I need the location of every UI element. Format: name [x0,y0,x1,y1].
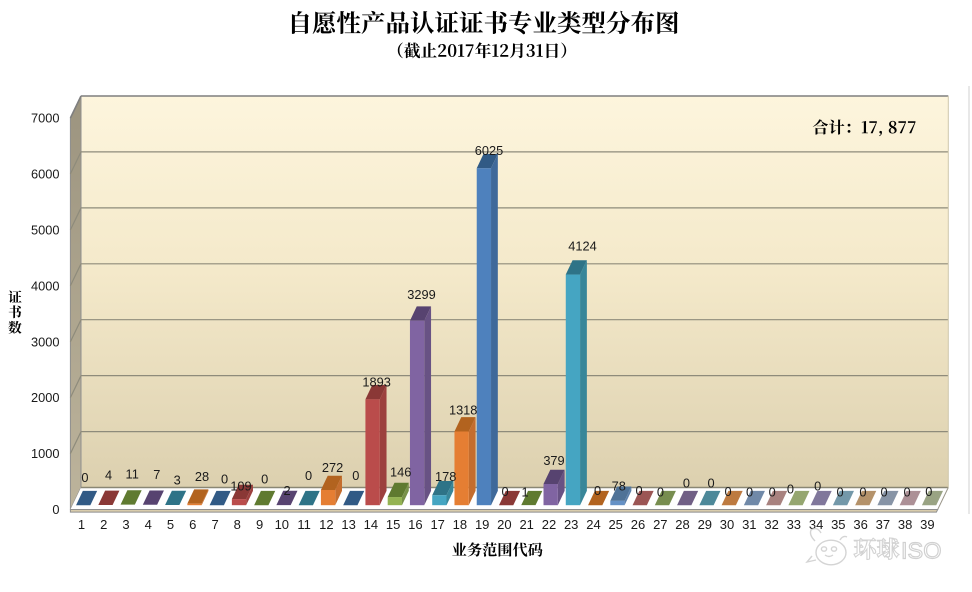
svg-text:28: 28 [675,517,689,532]
svg-text:379: 379 [543,453,564,468]
svg-text:1318: 1318 [449,403,477,418]
svg-text:14: 14 [364,517,378,532]
svg-text:0: 0 [836,485,843,500]
svg-text:35: 35 [831,517,845,532]
svg-text:178: 178 [435,469,456,484]
svg-text:272: 272 [322,460,343,475]
svg-text:20: 20 [497,517,511,532]
svg-text:11: 11 [126,467,139,482]
svg-text:33: 33 [787,517,801,532]
svg-text:0: 0 [594,483,601,498]
svg-text:2000: 2000 [31,390,59,405]
svg-text:0: 0 [746,485,753,500]
svg-text:6025: 6025 [475,143,503,158]
svg-text:0: 0 [221,471,228,486]
svg-text:11: 11 [297,517,311,532]
svg-text:0: 0 [880,485,887,500]
svg-text:0: 0 [859,485,866,500]
svg-text:0: 0 [81,470,88,485]
svg-text:31: 31 [742,517,756,532]
svg-text:37: 37 [876,517,890,532]
svg-text:0: 0 [707,476,714,491]
svg-text:0: 0 [787,482,794,497]
svg-text:1893: 1893 [362,374,390,389]
svg-text:24: 24 [586,517,600,532]
svg-text:32: 32 [764,517,778,532]
svg-text:0: 0 [261,472,268,487]
svg-text:29: 29 [698,517,712,532]
svg-text:0: 0 [352,468,359,483]
svg-text:8: 8 [234,517,241,532]
svg-text:0: 0 [52,502,59,517]
svg-text:0: 0 [635,483,642,498]
svg-text:146: 146 [390,465,411,480]
svg-text:0: 0 [814,479,821,494]
svg-text:4124: 4124 [568,239,596,254]
svg-text:2: 2 [100,517,107,532]
svg-text:13: 13 [341,517,355,532]
svg-text:19: 19 [475,517,489,532]
svg-text:10: 10 [275,517,289,532]
svg-text:0: 0 [769,485,776,500]
svg-text:4000: 4000 [31,278,59,293]
svg-text:0: 0 [501,484,508,499]
svg-text:109: 109 [230,478,251,493]
svg-text:5000: 5000 [31,223,59,238]
svg-text:27: 27 [653,517,667,532]
svg-text:38: 38 [898,517,912,532]
svg-text:3299: 3299 [407,287,435,302]
svg-text:21: 21 [519,517,533,532]
svg-text:28: 28 [195,469,209,484]
svg-text:25: 25 [608,517,622,532]
svg-text:1: 1 [521,484,528,499]
svg-text:0: 0 [305,468,312,483]
svg-text:0: 0 [903,485,910,500]
svg-text:6000: 6000 [31,167,59,182]
svg-text:36: 36 [853,517,867,532]
svg-text:7000: 7000 [31,111,59,126]
svg-text:ISO: ISO [901,538,941,564]
svg-text:34: 34 [809,517,823,532]
svg-text:7: 7 [153,467,160,482]
svg-text:78: 78 [612,478,626,493]
svg-text:9: 9 [256,517,263,532]
svg-text:17: 17 [430,517,444,532]
svg-text:15: 15 [386,517,400,532]
svg-text:7: 7 [211,517,218,532]
svg-text:0: 0 [925,484,932,499]
svg-text:26: 26 [631,517,645,532]
svg-text:4: 4 [105,468,112,483]
svg-text:3: 3 [122,517,129,532]
svg-text:18: 18 [453,517,467,532]
svg-text:39: 39 [920,517,934,532]
svg-text:0: 0 [724,484,731,499]
svg-text:22: 22 [542,517,556,532]
svg-text:5: 5 [167,517,174,532]
svg-text:3000: 3000 [31,334,59,349]
svg-text:2: 2 [283,483,290,498]
svg-text:3: 3 [174,472,181,487]
svg-text:30: 30 [720,517,734,532]
svg-text:12: 12 [319,517,333,532]
svg-text:1000: 1000 [31,446,59,461]
svg-text:0: 0 [657,484,664,499]
svg-text:4: 4 [145,517,152,532]
svg-text:0: 0 [683,476,690,491]
svg-text:6: 6 [189,517,196,532]
svg-text:16: 16 [408,517,422,532]
svg-text:23: 23 [564,517,578,532]
svg-text:1: 1 [78,517,85,532]
